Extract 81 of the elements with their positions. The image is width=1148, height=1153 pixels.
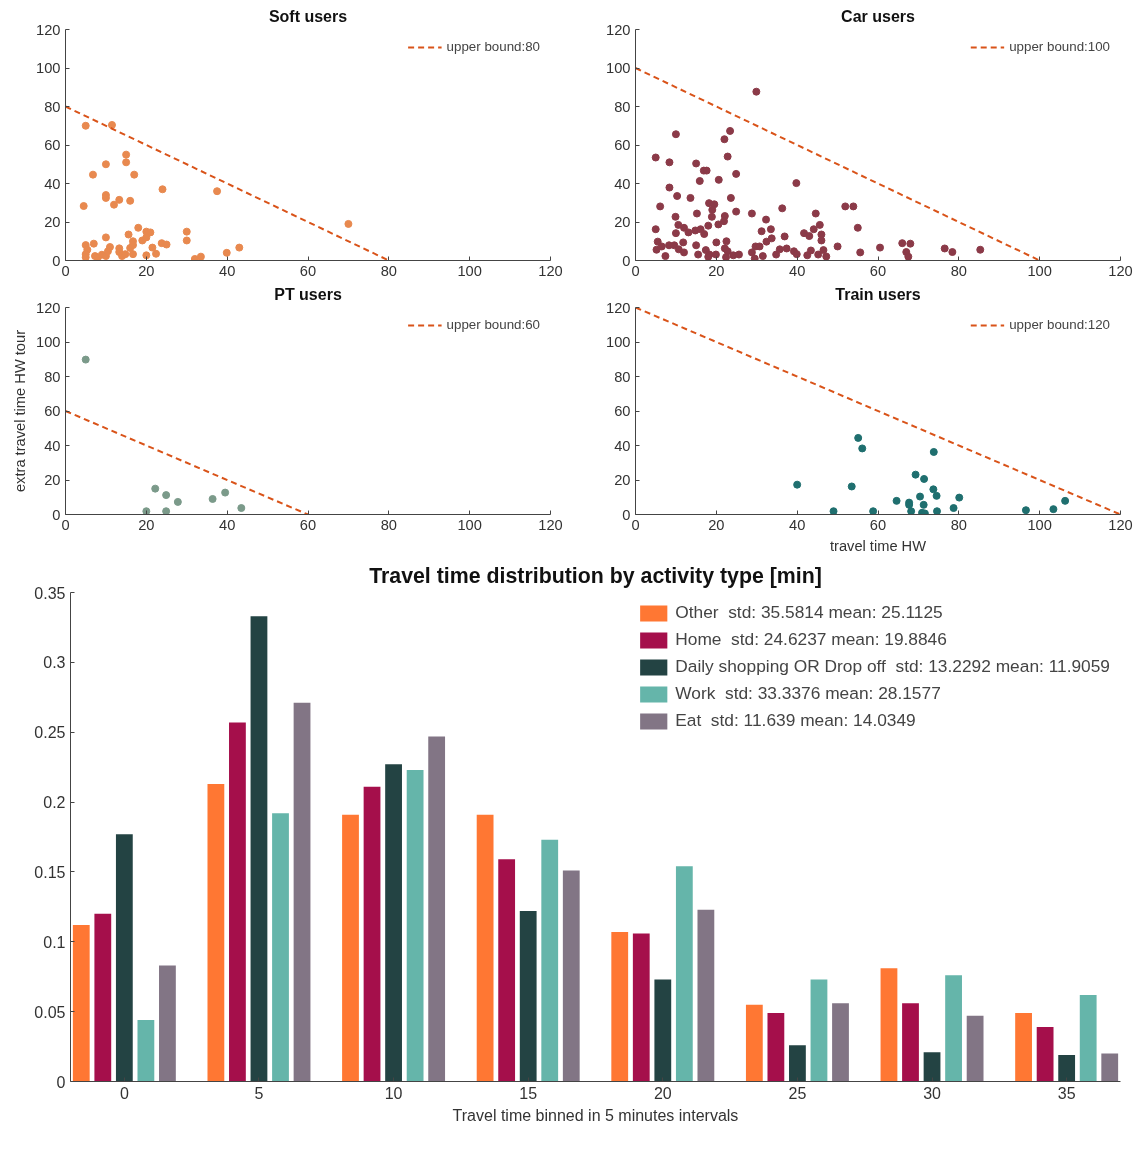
y-tick-label: 40 (44, 437, 61, 454)
x-tick-label: 80 (950, 262, 967, 279)
legend-label: Home std: 24.6237 mean: 19.8846 (675, 629, 947, 650)
legend-label: upper bound:100 (1009, 39, 1110, 54)
legend-label: upper bound:80 (446, 39, 540, 54)
y-tick-label: 40 (614, 437, 631, 454)
y-tick-label: 0.25 (34, 724, 66, 742)
x-tick-label: 25 (788, 1084, 807, 1102)
legend-label: upper bound:60 (446, 317, 540, 332)
x-tick-label: 120 (538, 516, 563, 533)
x-tick-label: 60 (869, 516, 887, 533)
x-tick-label: 20 (708, 516, 725, 533)
legend-label: Other std: 35.5814 mean: 25.1125 (675, 602, 943, 623)
y-tick-label: 80 (614, 98, 631, 115)
x-tick-label: 30 (923, 1084, 942, 1102)
x-tick-label: 35 (1057, 1084, 1076, 1102)
y-tick-label: 60 (614, 137, 631, 153)
x-tick-label: 40 (789, 262, 806, 279)
y-tick-label: 40 (44, 175, 61, 192)
y-tick-label: 20 (614, 214, 631, 230)
x-tick-label: 10 (384, 1084, 403, 1102)
legend-label: Eat std: 11.639 mean: 14.0349 (675, 710, 916, 731)
chart-title: Car users (841, 7, 916, 25)
y-tick-label: 100 (36, 60, 61, 76)
x-tick-label: 40 (219, 262, 236, 279)
x-tick-label: 80 (380, 262, 397, 279)
x-axis-title: Travel time binned in 5 minutes intervals (452, 1106, 739, 1124)
y-tick-label: 0.2 (43, 794, 66, 812)
y-tick-label: 20 (614, 472, 631, 488)
chart-title: Soft users (268, 7, 348, 25)
x-tick-label: 100 (457, 516, 482, 533)
y-tick-label: 20 (44, 214, 61, 230)
x-tick-label: 80 (950, 516, 967, 533)
x-tick-label: 100 (457, 262, 482, 279)
x-tick-label: 0 (119, 1084, 129, 1102)
y-tick-label: 100 (36, 334, 61, 350)
legend-label: Daily shopping OR Drop off std: 13.2292 mean: 11.9059 (675, 656, 1110, 677)
y-tick-label: 0.35 (34, 584, 66, 602)
x-tick-label: 20 (708, 262, 725, 279)
y-tick-label: 60 (44, 137, 61, 153)
x-tick-label: 60 (299, 262, 317, 279)
x-tick-label: 120 (538, 262, 563, 279)
y-tick-label: 0.15 (34, 863, 66, 881)
y-tick-label: 80 (614, 368, 631, 385)
y-tick-label: 0.05 (34, 1003, 66, 1021)
x-tick-label: 60 (299, 516, 317, 533)
chart-title: Train users (835, 285, 921, 303)
y-tick-label: 100 (606, 60, 631, 76)
x-tick-label: 60 (869, 262, 887, 279)
x-tick-label: 100 (1027, 262, 1052, 279)
x-tick-label: 120 (1108, 516, 1133, 533)
y-tick-label: 100 (606, 334, 631, 350)
y-tick-label: 80 (44, 368, 61, 385)
x-tick-label: 20 (138, 262, 155, 279)
y-tick-label: 120 (606, 21, 631, 38)
x-tick-label: 40 (219, 516, 236, 533)
x-tick-label: 20 (653, 1084, 672, 1102)
x-tick-label: 20 (138, 516, 155, 533)
y-tick-label: 120 (36, 21, 61, 38)
x-tick-label: 80 (380, 516, 397, 533)
y-tick-label: 40 (614, 175, 631, 192)
y-tick-label: 0.3 (43, 654, 66, 672)
x-tick-label: 40 (789, 516, 806, 533)
chart-title: PT users (274, 285, 342, 303)
y-axis-title: extra travel time HW tour (12, 329, 29, 493)
y-tick-label: 0.1 (43, 933, 66, 951)
x-tick-label: 120 (1108, 262, 1133, 279)
x-axis-title: travel time HW (829, 537, 927, 554)
legend-label: Work std: 33.3376 mean: 28.1577 (675, 683, 941, 704)
y-tick-label: 60 (614, 403, 631, 419)
chart-title: Travel time distribution by activity type [min] (369, 563, 822, 588)
x-tick-label: 5 (254, 1084, 264, 1102)
y-tick-label: 80 (44, 98, 61, 115)
y-tick-label: 120 (606, 299, 631, 316)
legend-label: upper bound:120 (1009, 317, 1110, 332)
y-tick-label: 60 (44, 403, 61, 419)
x-tick-label: 100 (1027, 516, 1052, 533)
y-tick-label: 20 (44, 472, 61, 488)
y-tick-label: 0 (56, 1073, 66, 1091)
x-tick-label: 15 (519, 1084, 538, 1102)
y-tick-label: 120 (36, 299, 61, 316)
